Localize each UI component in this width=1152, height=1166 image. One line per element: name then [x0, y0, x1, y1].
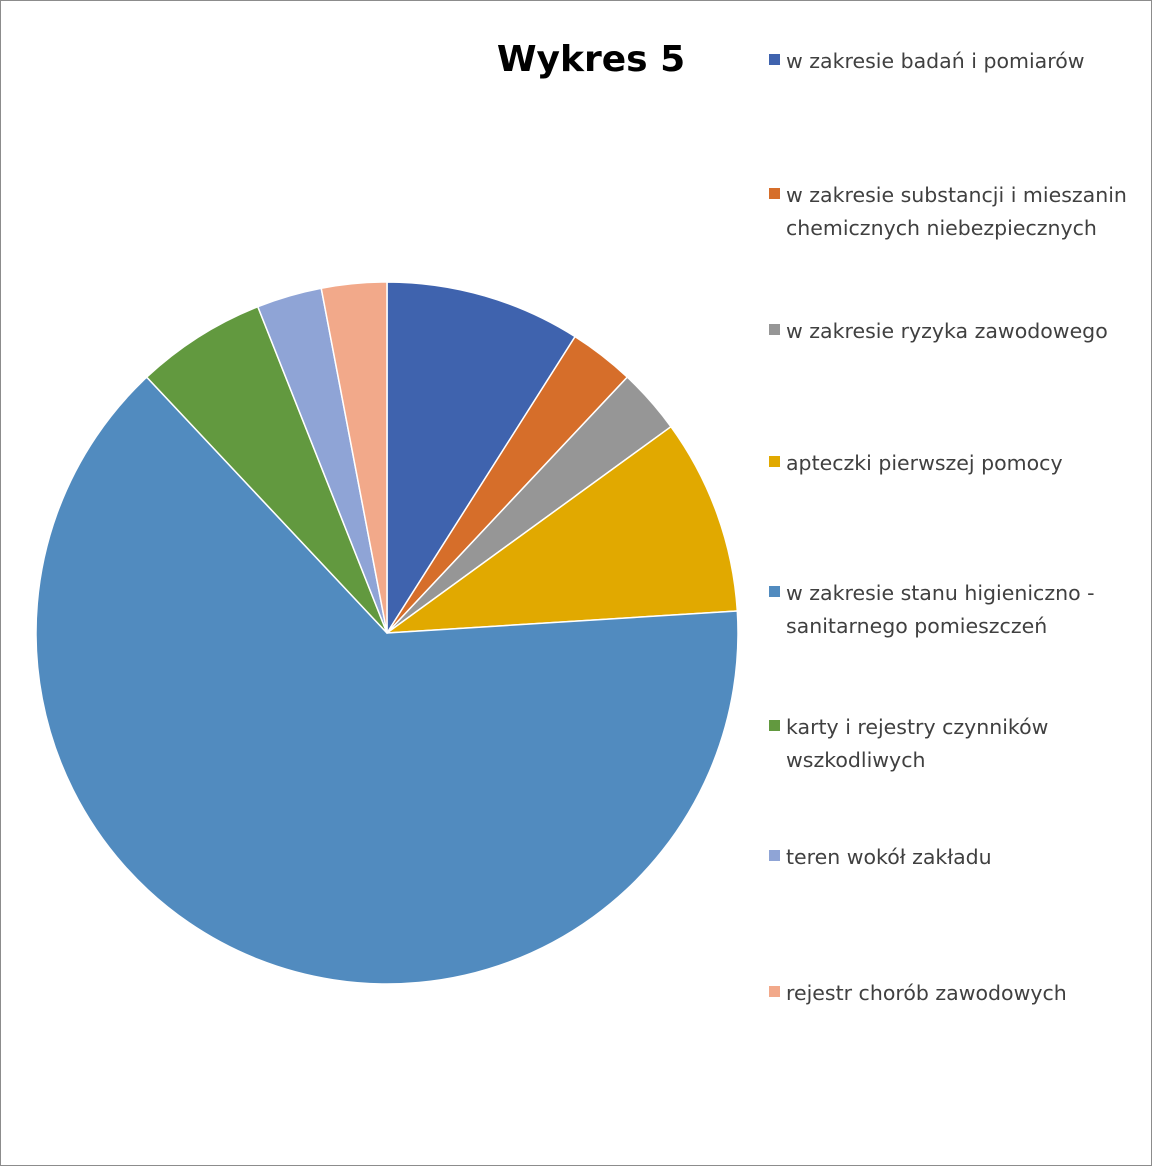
legend-label: teren wokół zakładu — [786, 845, 992, 869]
pie-slice — [386, 425, 739, 634]
legend-item: w zakresie stanu higieniczno - sanitarne… — [769, 577, 1144, 643]
legend-label: w zakresie badań i pomiarów — [786, 49, 1085, 73]
legend-swatch — [769, 188, 780, 199]
legend-item: apteczki pierwszej pomocy — [769, 447, 1144, 480]
legend-label: rejestr chorób zawodowych — [786, 981, 1067, 1005]
pie-slice — [386, 281, 576, 634]
legend-swatch — [769, 586, 780, 597]
legend-label: w zakresie stanu higieniczno - sanitarne… — [786, 581, 1095, 638]
pie-slice — [35, 376, 739, 985]
legend-label: w zakresie substancji i mieszanin chemic… — [786, 183, 1127, 240]
legend-swatch — [769, 324, 780, 335]
legend-item: w zakresie ryzyka zawodowego — [769, 315, 1144, 348]
legend-item: w zakresie badań i pomiarów — [769, 45, 1144, 78]
legend-swatch — [769, 850, 780, 861]
legend-swatch — [769, 54, 780, 65]
legend-item: w zakresie substancji i mieszanin chemic… — [769, 179, 1144, 245]
pie-slice — [145, 305, 388, 634]
legend-swatch — [769, 720, 780, 731]
legend-item: teren wokół zakładu — [769, 841, 1144, 874]
legend-label: karty i rejestry czynników wszkodliwych — [786, 715, 1049, 772]
pie-slice — [320, 281, 388, 634]
legend-item: rejestr chorób zawodowych — [769, 977, 1144, 1010]
pie-slices — [35, 281, 739, 985]
legend-label: apteczki pierwszej pomocy — [786, 451, 1063, 475]
legend-item: karty i rejestry czynników wszkodliwych — [769, 711, 1144, 777]
chart-title: Wykres 5 — [496, 39, 686, 80]
legend-swatch — [769, 456, 780, 467]
legend-swatch — [769, 986, 780, 997]
legend-label: w zakresie ryzyka zawodowego — [786, 319, 1108, 343]
